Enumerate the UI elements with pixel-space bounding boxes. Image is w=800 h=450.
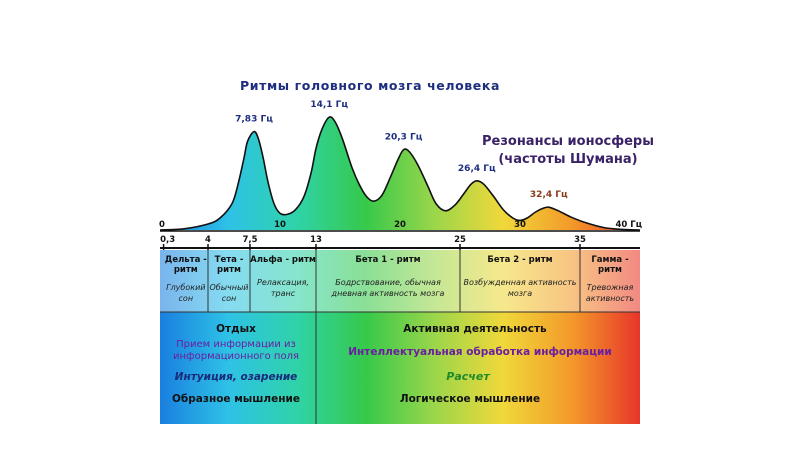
band-description: мозга [508,289,532,298]
band-description: дневная активность мозга [331,289,445,298]
peak-label: 14,1 Гц [310,100,348,110]
peak-label: 7,83 Гц [235,115,273,125]
bottom-axis-label: 13 [310,235,322,245]
band-description: Тревожная [587,283,634,292]
rest-intuition: Интуиция, озарение [175,371,298,383]
chart-title: Ритмы головного мозга человека [240,78,500,93]
active-processing: Интеллектуальная обработка информации [348,346,612,358]
rest-thinking: Образное мышление [172,393,300,405]
band-description: Бодрствование, обычная [335,278,441,287]
band-description: Обычный [209,283,248,292]
top-axis-tick-label: 20 [394,220,406,230]
band-description: транс [271,289,296,298]
active-thinking: Логическое мышление [400,393,540,405]
band-name: Гамма - [591,255,629,265]
band-name: Альфа - ритм [250,255,316,265]
schumann-label-line1: Резонансы ионосферы [482,134,654,149]
rest-heading: Отдых [216,323,256,335]
peak-label: 20,3 Гц [385,133,423,143]
bottom-axis-label: 0,3 [160,235,175,245]
bottom-axis-label: 25 [454,235,466,245]
band-description: активность [586,294,634,303]
band-description: сон [179,294,194,303]
top-axis-tick-label: 10 [274,220,286,230]
bottom-axis-label: 4 [205,235,211,245]
top-axis-labels: 0 10 20 30 40 Гц [159,220,642,230]
band-description: Возбужденная активность [464,278,577,287]
rest-info-line2: информационного поля [173,351,299,362]
schumann-label-line2: (частоты Шумана) [498,152,637,167]
curve-line [159,116,641,231]
band-dividers [207,250,581,312]
band-name: Тета - [215,255,244,265]
band-name: Дельта - [165,255,208,265]
top-axis-tick-label: 30 [514,220,526,230]
band-name: ритм [217,265,241,275]
bottom-axis-label: 35 [574,235,586,245]
top-axis-end-label: 40 Гц [615,220,642,230]
rest-info-line1: Прием информации из [176,339,296,350]
bands-gradient-block [160,250,640,424]
active-heading: Активная деятельность [403,323,547,335]
band-description: сон [222,294,237,303]
peak-labels: 7,83 Гц 14,1 Гц 20,3 Гц 26,4 Гц 32,4 Гц [235,100,568,200]
band-description: Глубокий [166,283,205,292]
bottom-axis: 0,3 4 7,5 13 25 35 [160,235,586,250]
active-calculation: Расчет [446,370,490,383]
peak-label: 26,4 Гц [458,164,496,174]
bottom-axis-label: 7,5 [242,235,257,245]
top-axis-tick-label: 0 [159,220,165,230]
band-description: Релаксация, [257,278,309,287]
band-name: ритм [174,265,198,275]
peak-label: 32,4 Гц [530,190,568,200]
band-name: ритм [598,265,622,275]
band-name: Бета 1 - ритм [355,255,420,265]
bands-white-overlay [160,250,640,312]
band-name: Бета 2 - ритм [487,255,552,265]
